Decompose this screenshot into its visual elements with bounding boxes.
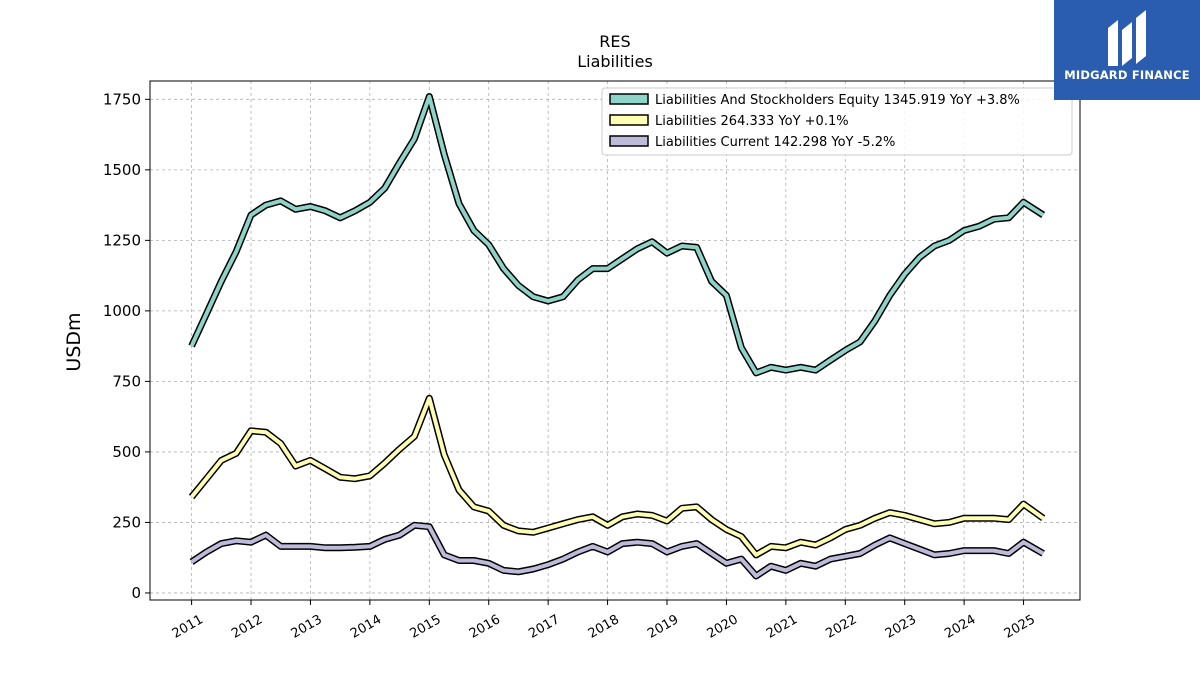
y-axis-label: USDm — [63, 312, 85, 371]
legend-box — [601, 87, 1073, 156]
x-tick-label: 2023 — [883, 612, 919, 642]
x-tick-label: 2014 — [348, 612, 384, 642]
legend-entry: Liabilities Current 142.298 YoY -5.2% — [655, 135, 895, 150]
midgard-logo-icon — [1108, 10, 1146, 66]
series-lines — [188, 93, 1046, 580]
y-tick-label: 250 — [112, 513, 141, 531]
x-tick-label: 2020 — [705, 612, 741, 642]
y-tick-label: 1000 — [103, 302, 141, 320]
x-axis: 2011 2012 2013 2014 2015 2016 2017 2018 2019 2020… — [170, 600, 1038, 642]
brand-logo: MIDGARD FINANCE — [1054, 0, 1200, 100]
series-line-outline — [188, 394, 1046, 559]
x-tick-label: 2021 — [764, 612, 800, 642]
x-tick-label: 2018 — [586, 612, 622, 642]
y-tick-label: 500 — [112, 443, 141, 461]
y-tick-label: 0 — [131, 584, 141, 602]
chart-subtitle: Liabilities — [577, 52, 653, 71]
legend: Liabilities And Stockholders Equity 1345… — [601, 87, 1073, 156]
x-tick-label: 2012 — [229, 612, 265, 642]
x-tick-label: 2016 — [467, 612, 503, 642]
chart-title: RES — [599, 32, 631, 51]
y-tick-label: 750 — [112, 372, 141, 390]
x-tick-label: 2025 — [1002, 612, 1038, 642]
series-line-outline — [189, 521, 1045, 580]
x-tick-label: 2011 — [170, 612, 206, 642]
x-tick-label: 2015 — [407, 612, 443, 642]
y-tick-label: 1500 — [103, 161, 141, 179]
plot-frame — [149, 80, 1081, 601]
x-tick-label: 2022 — [823, 612, 859, 642]
series-line — [190, 396, 1045, 557]
y-tick-label: 1250 — [103, 231, 141, 249]
legend-swatch — [609, 114, 649, 126]
brand-name: MIDGARD FINANCE — [1064, 68, 1190, 82]
legend-entry: Liabilities 264.333 YoY +0.1% — [655, 114, 849, 129]
x-tick-label: 2017 — [526, 612, 562, 642]
x-tick-label: 2019 — [645, 612, 681, 642]
series-line — [190, 523, 1045, 578]
legend-swatch — [609, 93, 649, 105]
y-axis: 0 250 500 750 1000 1250 1500 1750 — [103, 90, 150, 602]
legend-swatch — [609, 135, 649, 147]
series-line — [189, 94, 1045, 375]
legend-entry: Liabilities And Stockholders Equity 1345… — [655, 93, 1020, 108]
x-tick-label: 2013 — [289, 612, 325, 642]
x-tick-label: 2024 — [942, 612, 978, 642]
y-tick-label: 1750 — [103, 90, 141, 108]
